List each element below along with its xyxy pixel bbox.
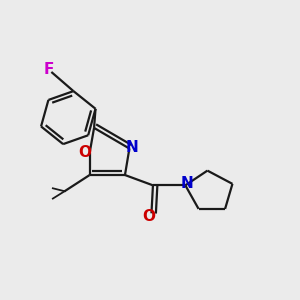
- Text: F: F: [44, 61, 54, 76]
- Text: O: O: [142, 209, 155, 224]
- Text: N: N: [125, 140, 138, 154]
- Text: O: O: [79, 146, 92, 160]
- Text: N: N: [180, 176, 193, 191]
